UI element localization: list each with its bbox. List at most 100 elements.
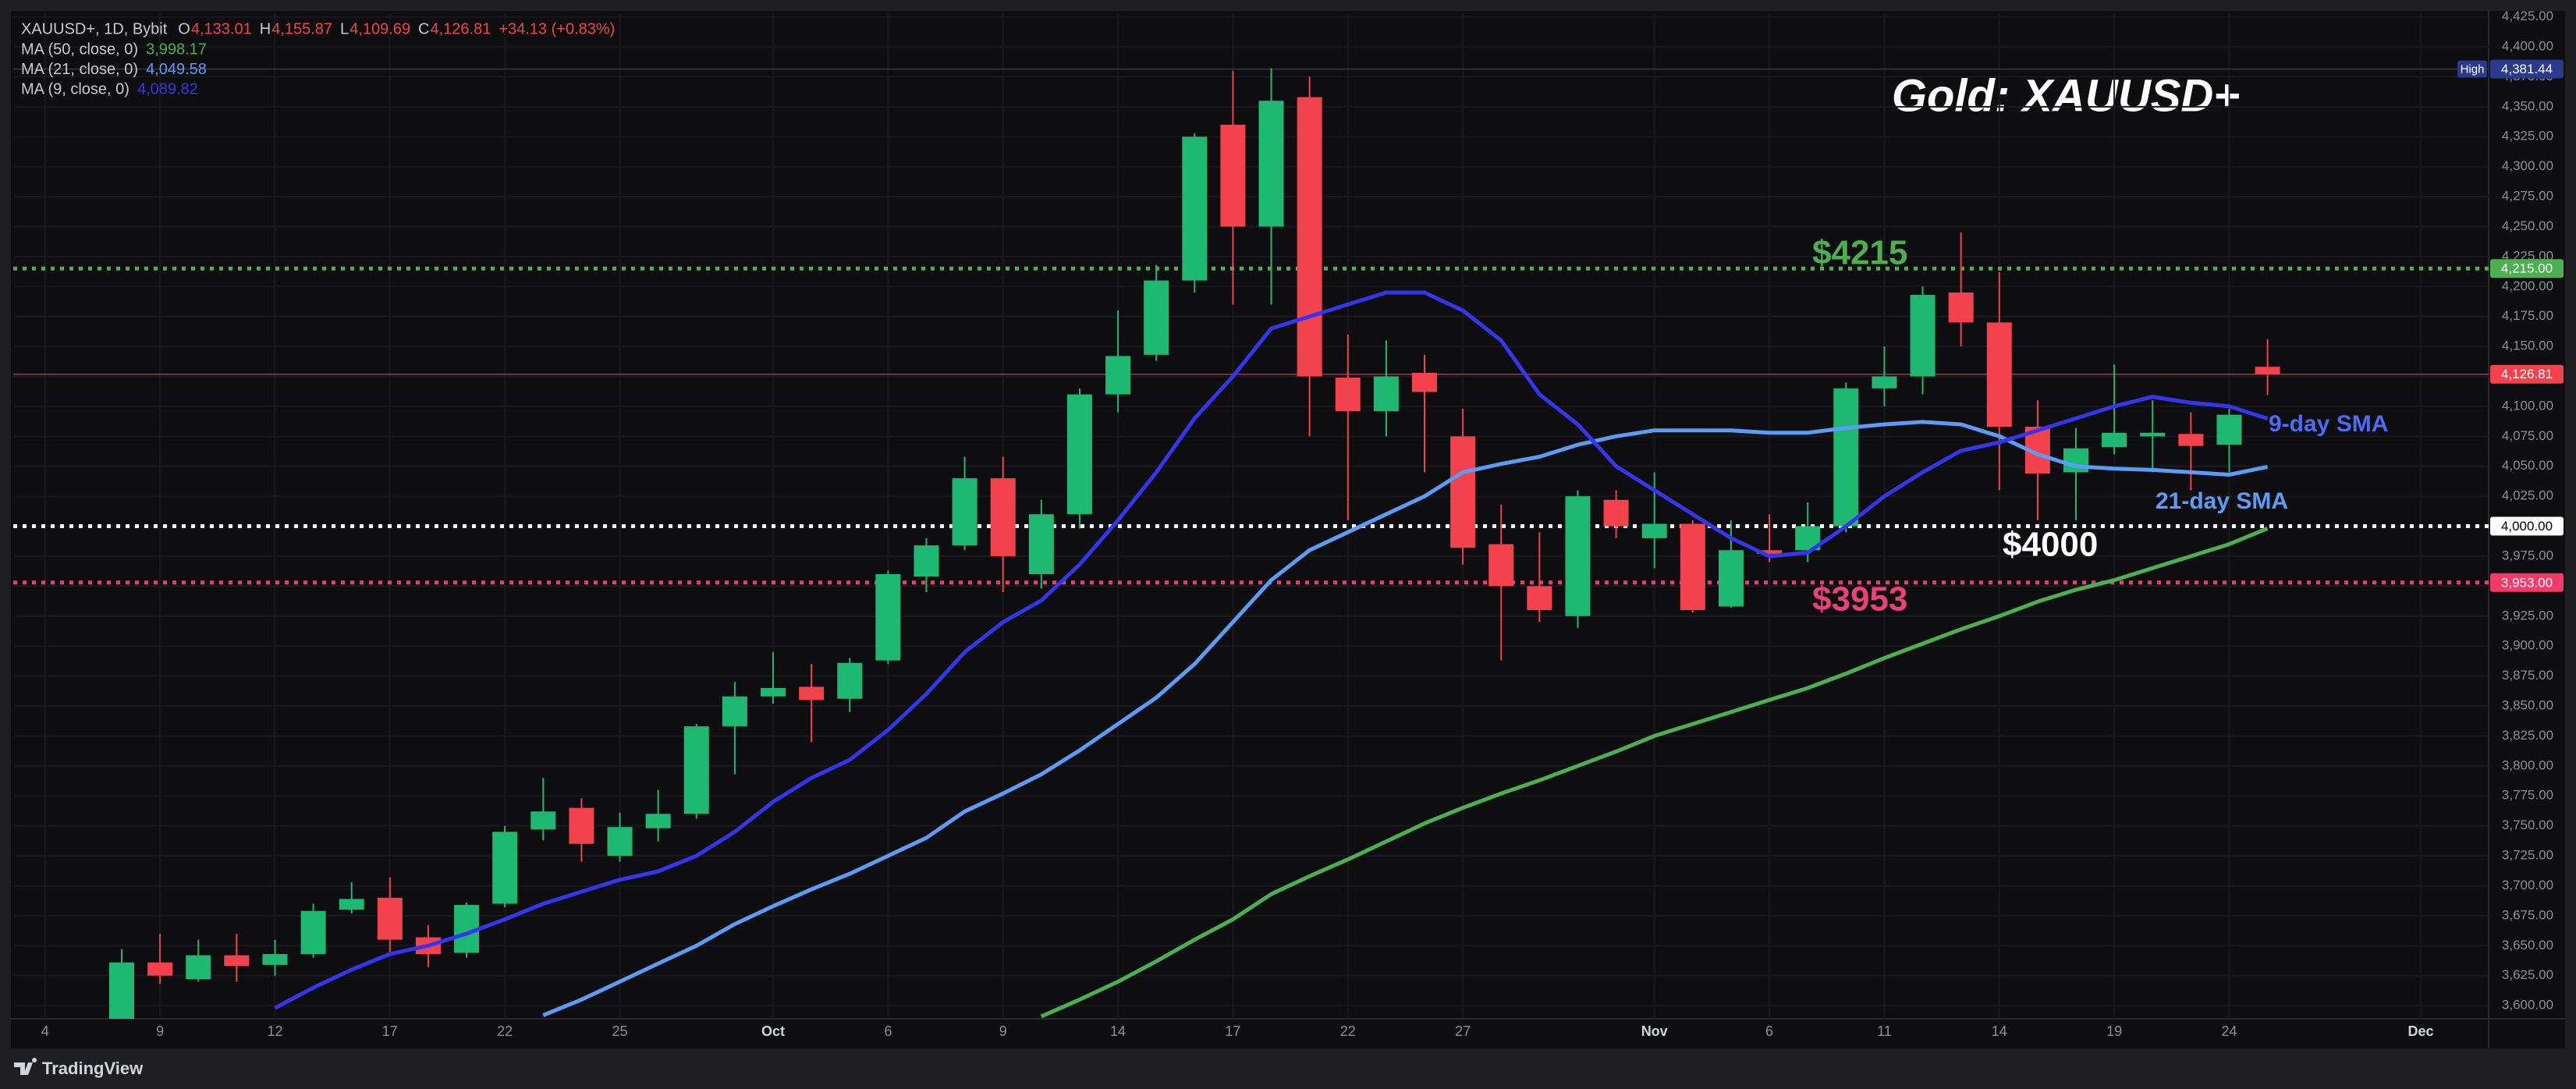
candle-body: [1680, 523, 1705, 611]
candle-body: [799, 686, 825, 701]
ma-line: [274, 290, 2269, 1010]
annotation: 9-day SMA: [2269, 411, 2388, 437]
chart-area: [11, 11, 2565, 1048]
y-tick-label: 3,800.00: [2502, 757, 2553, 772]
candle-body: [492, 832, 518, 904]
candle-body: [1565, 496, 1591, 616]
candle-body: [300, 910, 326, 955]
legend-text: +34.13 (+0.83%): [499, 20, 615, 37]
y-tick-label: 3,750.00: [2502, 818, 2553, 832]
candle-body: [569, 807, 594, 844]
candle-body: [147, 962, 173, 976]
candle-body: [1450, 436, 1476, 548]
x-tick-label: Nov: [1641, 1023, 1668, 1039]
legend-text: 4,133.01: [191, 20, 252, 37]
x-tick-label: 11: [1877, 1023, 1892, 1039]
candle-body: [1373, 376, 1399, 412]
chart-title: Gold: XAUUSD+: [1892, 70, 2240, 121]
legend-text: 4,126.81: [430, 20, 491, 37]
logo-icon: [14, 1058, 37, 1075]
y-tick-label: 4,400.00: [2502, 39, 2553, 54]
legend-text: MA (9, close, 0): [21, 80, 130, 98]
candle-body: [1986, 322, 2012, 427]
y-tick-label: 4,150.00: [2502, 339, 2553, 353]
candle-body: [1718, 550, 1744, 607]
legend-text: O: [178, 20, 190, 37]
candle-body: [2140, 432, 2166, 437]
candle-body: [1488, 544, 1514, 587]
candle-body: [645, 814, 671, 828]
y-tick-label: 3,875.00: [2502, 668, 2553, 683]
y-tick-label: 3,700.00: [2502, 878, 2553, 892]
price-tag-label: 4,381.44: [2501, 62, 2553, 76]
candle-body: [952, 478, 978, 546]
candle-body: [1527, 586, 1552, 611]
annotation: $4215: [1812, 234, 1907, 272]
legend-text: MA (50, close, 0): [21, 41, 138, 58]
y-tick-label: 4,075.00: [2502, 428, 2553, 443]
legend-text: L: [340, 20, 349, 37]
y-tick-label: 4,200.00: [2502, 278, 2553, 293]
legend-text: MA (21, close, 0): [21, 61, 138, 78]
candle-body: [1066, 394, 1092, 515]
candle-body: [1833, 388, 1859, 527]
candle-body: [109, 962, 135, 1019]
candle-body: [377, 897, 403, 940]
y-tick-label: 4,275.00: [2502, 189, 2553, 204]
candle-body: [1872, 376, 1897, 388]
tradingview-logo: [14, 1058, 37, 1075]
candle-body: [1603, 499, 1629, 527]
y-tick-label: 3,725.00: [2502, 848, 2553, 863]
candle-body: [2102, 432, 2127, 448]
x-tick-label: Oct: [761, 1023, 785, 1039]
y-tick-label: 4,350.00: [2502, 98, 2553, 113]
candle-body: [1297, 97, 1322, 377]
candle-body: [1910, 295, 1936, 377]
y-tick-label: 3,625.00: [2502, 967, 2553, 982]
x-tick-label: 19: [2106, 1023, 2122, 1039]
y-tick-label: 3,650.00: [2502, 938, 2553, 952]
price-tag-label: 4,000.00: [2501, 519, 2553, 534]
y-tick-label: 4,325.00: [2502, 129, 2553, 144]
x-tick-label: 9: [999, 1023, 1007, 1039]
legend-text: 4,155.87: [271, 20, 332, 37]
y-tick-label: 3,825.00: [2502, 728, 2553, 743]
legend-text: 4,049.58: [146, 61, 207, 78]
branding: TradingView: [42, 1059, 144, 1078]
candle-body: [1335, 378, 1361, 412]
y-tick-label: 3,925.00: [2502, 608, 2553, 623]
y-tick-label: 4,250.00: [2502, 218, 2553, 233]
y-tick-label: 4,025.00: [2502, 488, 2553, 503]
y-tick-label: 3,850.00: [2502, 697, 2553, 712]
x-tick-label: 14: [1110, 1023, 1126, 1039]
price-tag: [2490, 259, 2564, 278]
candle-body: [683, 726, 709, 814]
candle-body: [875, 574, 901, 661]
legend-text: H: [260, 20, 271, 37]
candle-body: [1757, 550, 1783, 554]
y-tick-label: 3,675.00: [2502, 907, 2553, 922]
ma-line: [542, 420, 2269, 1017]
x-tick-label: 17: [382, 1023, 398, 1039]
high-tag-label: High: [2461, 63, 2485, 76]
legend-text: 4,089.82: [137, 80, 198, 98]
candle-body: [530, 811, 556, 830]
y-tick-label: 3,600.00: [2502, 998, 2553, 1013]
annotation: $3953: [1812, 580, 1907, 619]
price-tag: [2490, 364, 2564, 384]
candle-body: [1182, 137, 1208, 281]
legend-text: XAUUSD+, 1D, Bybit: [21, 20, 168, 37]
y-tick-label: 4,050.00: [2502, 458, 2553, 473]
candle-body: [186, 955, 211, 980]
candle-body: [1258, 101, 1284, 227]
y-tick-label: 4,175.00: [2502, 308, 2553, 323]
price-tag-label: 4,126.81: [2501, 367, 2553, 381]
y-tick-label: 4,425.00: [2502, 9, 2553, 23]
legend-text: C: [418, 20, 429, 37]
candle-body: [1641, 523, 1667, 538]
x-tick-label: 6: [1765, 1023, 1773, 1039]
y-tick-label: 3,975.00: [2502, 548, 2553, 562]
x-tick-label: 22: [1340, 1023, 1356, 1039]
ma-line: [1040, 527, 2269, 1019]
